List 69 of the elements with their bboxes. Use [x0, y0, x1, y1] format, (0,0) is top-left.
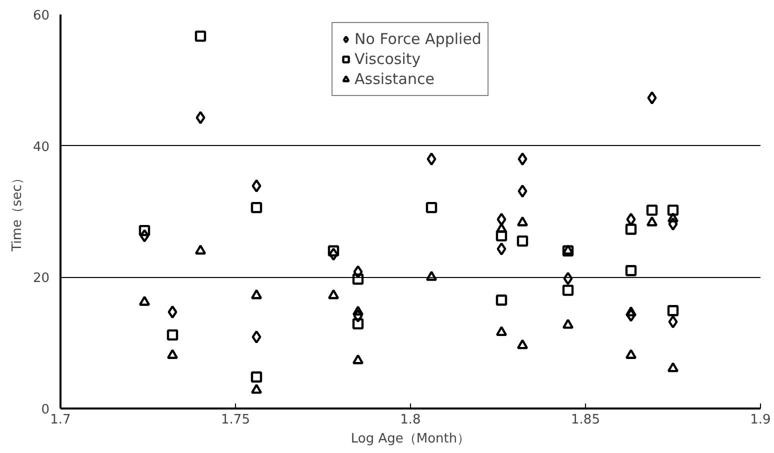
y-tick-label: 20 — [32, 271, 50, 286]
point — [352, 318, 364, 330]
point — [252, 179, 262, 192]
point — [140, 229, 150, 242]
point — [667, 212, 679, 222]
point — [496, 242, 506, 256]
point — [138, 224, 150, 236]
point — [250, 384, 262, 394]
point — [352, 354, 364, 364]
point — [516, 235, 528, 247]
point — [668, 315, 678, 328]
point — [667, 305, 679, 316]
point — [353, 309, 363, 323]
point — [166, 349, 178, 360]
point — [328, 289, 340, 300]
x-tick-label: 1.8 — [400, 412, 421, 428]
x-axis-title: Log Age（Month） — [350, 432, 470, 446]
point — [194, 244, 206, 255]
point — [562, 284, 574, 296]
legend-label: No Force Applied — [354, 30, 482, 48]
point — [667, 204, 679, 216]
point — [516, 339, 528, 350]
point — [668, 217, 678, 231]
point — [496, 230, 508, 242]
point — [353, 265, 363, 279]
point — [250, 371, 262, 383]
point — [194, 30, 206, 42]
point — [196, 110, 206, 124]
point — [518, 152, 528, 166]
point — [625, 349, 637, 360]
legend-label: Assistance — [354, 70, 434, 88]
y-tick-label: 60 — [32, 8, 50, 24]
point — [426, 152, 436, 166]
x-tick-label: 1.75 — [221, 412, 250, 428]
point — [252, 330, 262, 344]
point — [166, 329, 178, 341]
point — [328, 245, 340, 256]
point — [496, 212, 506, 226]
point — [496, 326, 508, 336]
point — [250, 202, 262, 214]
point — [138, 296, 150, 306]
point — [646, 204, 658, 216]
point — [625, 306, 637, 316]
point — [562, 318, 574, 329]
point — [168, 305, 178, 319]
point — [328, 248, 338, 261]
point — [625, 265, 637, 276]
point — [667, 362, 679, 372]
x-tick-label: 1.9 — [750, 412, 771, 428]
point — [250, 289, 262, 300]
point — [563, 272, 573, 286]
x-tick-label: 1.7 — [50, 412, 71, 428]
point — [516, 216, 528, 226]
point — [626, 308, 636, 322]
point — [646, 216, 658, 226]
point — [496, 294, 508, 306]
point — [518, 184, 528, 198]
point — [352, 274, 364, 285]
point — [647, 91, 657, 104]
point — [626, 212, 636, 226]
point — [426, 270, 438, 281]
legend-label: Viscosity — [354, 50, 421, 68]
point — [625, 224, 637, 235]
y-tick-label: 0 — [41, 402, 50, 418]
point — [352, 306, 364, 316]
y-tick-label: 40 — [32, 140, 50, 155]
point — [426, 202, 438, 214]
y-axis-title: Time（sec） — [10, 172, 25, 252]
x-tick-label: 1.85 — [571, 412, 600, 428]
